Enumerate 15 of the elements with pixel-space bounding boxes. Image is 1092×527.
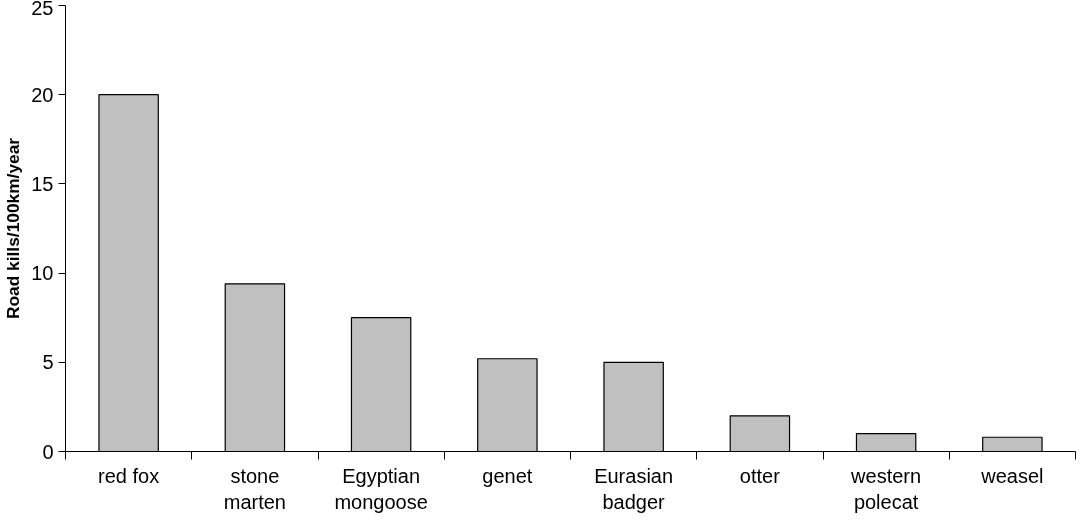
- y-tick-label: 20: [31, 83, 54, 106]
- x-tick-label: stone marten: [223, 464, 286, 513]
- x-tick-label: western polecat: [850, 464, 922, 513]
- x-tick-label: red fox: [98, 464, 160, 487]
- y-tick-label: 10: [31, 262, 54, 285]
- y-tick-label: 0: [42, 440, 54, 463]
- x-tick-label: genet: [482, 464, 533, 487]
- x-tick-label: Eurasian badger: [594, 464, 674, 513]
- y-tick-label: 5: [42, 351, 54, 374]
- y-tick-label: 25: [31, 0, 54, 19]
- y-tick-label: 15: [31, 172, 54, 195]
- x-tick-label: Egyptian mongoose: [334, 464, 428, 513]
- x-tick-label: weasel: [980, 464, 1044, 487]
- x-tick-label: otter: [739, 464, 781, 487]
- y-axis-title: Road kills/100km/year: [3, 137, 24, 320]
